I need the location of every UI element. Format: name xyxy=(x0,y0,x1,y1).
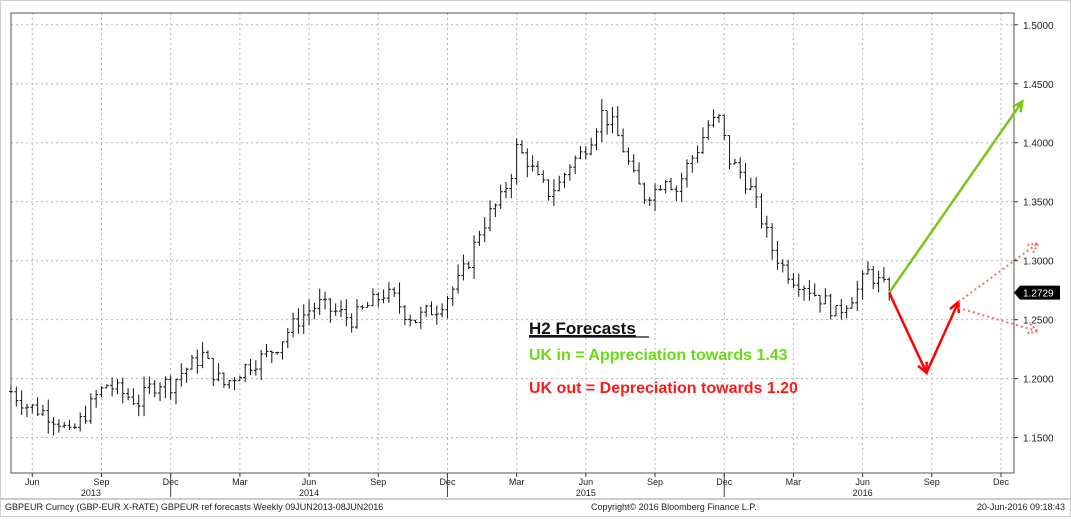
uk-in-appreciation-line xyxy=(888,100,1024,294)
annotation-box: H2 Forecasts UK in = Appreciation toward… xyxy=(529,319,798,397)
last-value-marker xyxy=(1014,285,1060,300)
uk-in-appreciation-head xyxy=(1012,99,1024,113)
y-tick-label: 1.2000 xyxy=(1023,375,1054,386)
x-year-label: 2013 xyxy=(81,488,101,498)
plot-area-border xyxy=(10,12,1015,474)
x-year-label: 2015 xyxy=(576,488,596,498)
x-year-label: 2016 xyxy=(853,488,873,498)
uk-out-up-line xyxy=(957,242,1039,303)
x-month-label: Sep xyxy=(370,477,386,487)
last-value-tag: 1.2729 xyxy=(1014,285,1060,300)
x-year-label: 2014 xyxy=(299,488,319,498)
price-bars xyxy=(9,99,892,436)
x-month-label: Mar xyxy=(786,477,802,487)
x-month-label: Dec xyxy=(993,477,1010,487)
last-value-label: 1.2729 xyxy=(1023,289,1054,300)
x-month-label: Mar xyxy=(509,477,525,487)
x-month-label: Sep xyxy=(647,477,663,487)
x-month-label: Jun xyxy=(25,477,40,487)
footer-copyright: Copyright© 2016 Bloomberg Finance L.P. xyxy=(591,502,757,512)
uk-out-text: UK out = Depreciation towards 1.20 xyxy=(529,380,798,397)
y-tick-label: 1.3000 xyxy=(1023,257,1054,268)
x-month-label: Sep xyxy=(924,477,940,487)
x-month-label: Sep xyxy=(93,477,109,487)
x-month-label: Mar xyxy=(232,477,248,487)
y-tick-label: 1.3500 xyxy=(1023,198,1054,209)
forecast-arrows xyxy=(888,99,1041,376)
y-tick-label: 1.4000 xyxy=(1023,139,1054,150)
uk-out-up-head xyxy=(1027,241,1041,254)
annotation-heading: H2 Forecasts xyxy=(529,319,636,338)
x-month-label: Jun xyxy=(579,477,594,487)
uk-out-leg-1-line xyxy=(888,292,928,374)
x-month-label: Jun xyxy=(855,477,870,487)
y-tick-label: 1.4500 xyxy=(1023,80,1054,91)
x-month-label: Jun xyxy=(302,477,317,487)
uk-out-leg-2-line xyxy=(925,301,960,374)
footer-source: GBPEUR Curncy (GBP-EUR X-RATE) GBPEUR re… xyxy=(5,502,383,512)
uk-out-down-line xyxy=(958,306,1039,333)
y-tick-label: 1.5000 xyxy=(1023,21,1054,32)
gridlines xyxy=(11,13,1014,473)
x-axis: Jun Sep Dec Mar Jun Sep Dec Mar Jun Sep Dec Mar Jun S… xyxy=(25,473,1009,498)
uk-in-text: UK in = Appreciation towards 1.43 xyxy=(529,347,788,364)
y-tick-label: 1.1500 xyxy=(1023,434,1054,445)
y-tick-label: 1.2500 xyxy=(1023,316,1054,327)
footer-timestamp: 20-Jun-2016 09:18:43 xyxy=(977,502,1065,512)
y-axis: 1.1500 1.2000 1.2500 1.3000 1.3500 1.4000 1.45… xyxy=(1014,21,1054,445)
